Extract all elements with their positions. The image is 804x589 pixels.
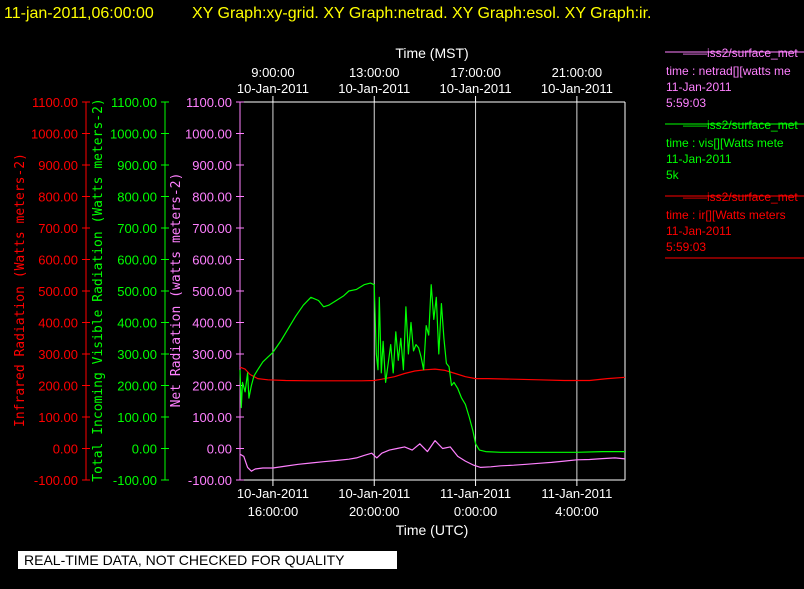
vis-y-tick-label: -100.00 — [113, 473, 157, 488]
chart-grid — [272, 102, 578, 480]
chart-x-ticks: 9:00:0010-Jan-201113:00:0010-Jan-201117:… — [237, 65, 613, 519]
vis-y-tick-label: 1100.00 — [111, 95, 157, 110]
header-timestamp: 11-jan-2011,06:00:00 — [4, 5, 154, 22]
bottom-x-tick-date: 10-Jan-2011 — [338, 486, 410, 501]
top-x-tick-time: 13:00:00 — [349, 65, 400, 80]
vis-y-tick-label: 400.00 — [117, 316, 157, 331]
ir-y-tick-label: 400.00 — [38, 316, 78, 331]
vis-series-line — [239, 282, 625, 453]
ir-y-tick-label: 1000.00 — [31, 127, 78, 142]
legend-time: 5:59:03 — [666, 96, 706, 110]
top-x-tick-date: 10-Jan-2011 — [541, 81, 613, 96]
net-y-tick-label: 300.00 — [192, 347, 232, 362]
legend-date: 11-Jan-2011 — [666, 224, 732, 238]
legend-time: 5k — [666, 168, 680, 182]
bottom-x-tick-date: 11-Jan-2011 — [541, 486, 612, 501]
quality-notice-box — [18, 551, 397, 569]
legend-source: ——iss2/surface_met — [683, 46, 798, 60]
bottom-x-tick-date: 10-Jan-2011 — [237, 486, 309, 501]
bottom-x-tick-time: 4:00:00 — [555, 504, 598, 519]
top-x-tick-time: 17:00:00 — [450, 65, 501, 80]
net-y-tick-label: 600.00 — [192, 253, 232, 268]
top-x-tick-date: 10-Jan-2011 — [440, 81, 512, 96]
ir-y-tick-label: -100.00 — [34, 473, 78, 488]
chart-axes: 1100.00 1000.00 900.00 800.00 700.00 600.00 50… — [31, 95, 626, 488]
net-y-tick-label: 1100.00 — [186, 95, 232, 110]
ir-y-tick-label: 500.00 — [38, 284, 78, 299]
ir-y-tick-label: 300.00 — [38, 347, 78, 362]
net-y-tick-label: 400.00 — [192, 316, 232, 331]
ir-axis-title: Infrared Radiation (Watts meters-2) — [13, 153, 28, 427]
legend-variable: time : vis[][Watts mete — [666, 136, 784, 150]
net-y-tick-label: 900.00 — [192, 158, 232, 173]
vis-y-tick-label: 500.00 — [117, 284, 157, 299]
net-y-tick-label: 500.00 — [192, 284, 232, 299]
vis-y-tick-label: 700.00 — [117, 221, 157, 236]
top-x-tick-time: 21:00:00 — [552, 65, 603, 80]
legend-source: ——iss2/surface_met — [683, 190, 798, 204]
net-y-tick-label: 0.00 — [207, 442, 232, 457]
bottom-x-tick-time: 16:00:00 — [248, 504, 299, 519]
vis-y-tick-label: 300.00 — [117, 347, 157, 362]
bottom-axis-title: Time (UTC) — [396, 522, 469, 538]
ir-y-tick-label: 1100.00 — [32, 95, 78, 110]
top-x-tick-date: 10-Jan-2011 — [237, 81, 309, 96]
vis-y-tick-label: 600.00 — [117, 253, 157, 268]
net-y-tick-label: 700.00 — [192, 221, 232, 236]
ir-y-tick-label: 200.00 — [38, 379, 78, 394]
legend-variable: time : netrad[][watts me — [666, 64, 791, 78]
vis-y-tick-label: 200.00 — [117, 379, 157, 394]
net-y-tick-label: 1000.00 — [185, 127, 232, 142]
vis-y-tick-label: 0.00 — [132, 442, 157, 457]
net-y-tick-label: 100.00 — [192, 410, 232, 425]
vis-y-tick-label: 1000.00 — [110, 127, 157, 142]
bottom-x-tick-date: 11-Jan-2011 — [440, 486, 511, 501]
legend-source: ——iss2/surface_met — [683, 118, 798, 132]
legend-date: 11-Jan-2011 — [666, 152, 732, 166]
vis-y-tick-label: 100.00 — [117, 410, 157, 425]
ir-y-tick-label: 800.00 — [38, 190, 78, 205]
ir-y-tick-label: 0.00 — [53, 442, 78, 457]
top-x-tick-date: 10-Jan-2011 — [338, 81, 410, 96]
net-axis-title: Net Radiation (watts meters-2) — [169, 173, 184, 408]
ir-y-tick-label: 700.00 — [38, 221, 78, 236]
top-axis-title: Time (MST) — [395, 45, 468, 61]
vis-y-tick-label: 900.00 — [117, 158, 157, 173]
net-y-tick-label: 800.00 — [192, 190, 232, 205]
chart-series — [239, 282, 626, 472]
legend-time: 5:59:03 — [666, 240, 706, 254]
bottom-x-tick-time: 0:00:00 — [454, 504, 497, 519]
top-x-tick-time: 9:00:00 — [251, 65, 294, 80]
quality-notice: REAL-TIME DATA, NOT CHECKED FOR QUALITY — [24, 552, 345, 568]
ir-y-tick-label: 900.00 — [38, 158, 78, 173]
vis-y-tick-label: 800.00 — [117, 190, 157, 205]
net-y-tick-label: -100.00 — [188, 473, 232, 488]
legend-variable: time : ir[][Watts meters — [666, 208, 786, 222]
ir-y-tick-label: 600.00 — [38, 253, 78, 268]
ir-y-tick-label: 100.00 — [38, 410, 78, 425]
bottom-x-tick-time: 20:00:00 — [349, 504, 400, 519]
legend-date: 11-Jan-2011 — [666, 80, 732, 94]
net-y-tick-label: 200.00 — [192, 379, 232, 394]
header-graph-list: XY Graph:xy-grid. XY Graph:netrad. XY Gr… — [192, 5, 652, 22]
vis-axis-title: Total Incoming Visible Radiation (Watts … — [91, 98, 106, 482]
ir-series-line — [239, 366, 626, 382]
net-series-line — [239, 440, 626, 472]
